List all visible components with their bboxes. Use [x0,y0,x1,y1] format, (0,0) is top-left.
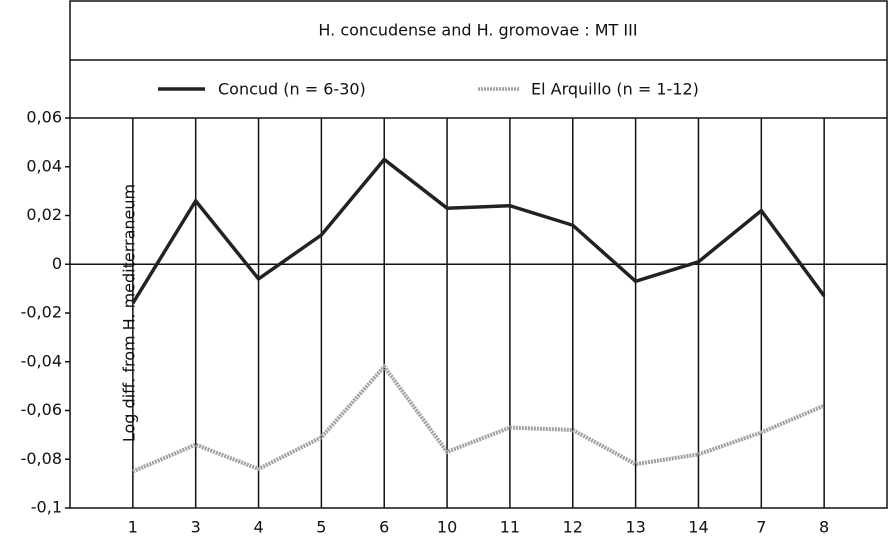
frame [69,0,888,509]
x-tick-label: 1 [128,518,138,537]
y-tick-label: -0,06 [21,400,62,419]
y-tick-label: -0,1 [31,498,62,517]
y-axis-label: Log diff. from H. mediterraneum [120,184,139,442]
x-tick-label: 5 [316,518,326,537]
y-tick-label: -0,02 [21,303,62,322]
series-line [132,363,825,474]
x-tick-label: 3 [191,518,201,537]
x-tick-label: 14 [688,518,708,537]
x-tick-label: 4 [253,518,263,537]
x-tick-label: 10 [437,518,457,537]
chart-title: H. concudense and H. gromovae : MT III [318,21,637,40]
y-tick-label: 0,02 [26,205,62,224]
y-tick-label: 0,06 [26,108,62,127]
x-tick-label: 12 [563,518,583,537]
x-tick-label: 11 [500,518,520,537]
x-tick-label: 8 [819,518,829,537]
y-tick-label: -0,08 [21,449,62,468]
legend-label: El Arquillo (n = 1-12) [531,80,699,99]
series-line [131,157,826,305]
x-tick-label: 7 [756,518,766,537]
y-tick-label: 0,04 [26,156,62,175]
x-tick-label: 13 [625,518,645,537]
y-tick-label: 0 [52,254,62,273]
legend-label: Concud (n = 6-30) [218,80,366,99]
y-tick-label: -0,04 [21,351,62,370]
x-tick-label: 6 [379,518,389,537]
